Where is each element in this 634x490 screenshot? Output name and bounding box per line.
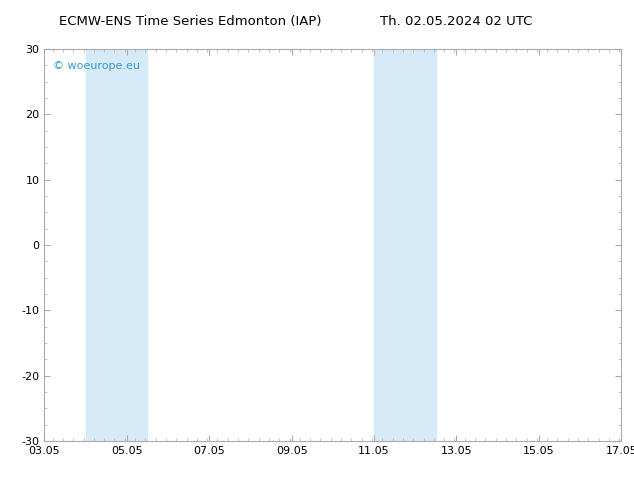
Text: © woeurope.eu: © woeurope.eu: [53, 61, 140, 71]
Text: Th. 02.05.2024 02 UTC: Th. 02.05.2024 02 UTC: [380, 15, 533, 28]
Bar: [86, 49, 147, 441]
Bar: [374, 49, 436, 441]
Text: ECMW-ENS Time Series Edmonton (IAP): ECMW-ENS Time Series Edmonton (IAP): [59, 15, 321, 28]
